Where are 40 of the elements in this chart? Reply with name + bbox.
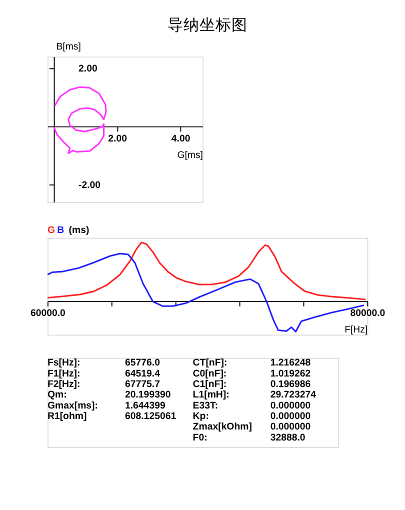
x-axis-title: F[Hz] [344,324,368,336]
text: R1[ohm] [47,410,87,422]
text: 0.000000 [270,422,311,433]
y-axis-title: B[ms] [56,41,81,52]
text: E33T: [192,400,218,412]
text: Qm: [47,390,67,401]
text: Kp: [192,410,209,422]
text: 32888.0 [270,432,306,444]
text: F1[Hz]: [47,368,80,380]
text: F0: [192,432,208,444]
text: 0.196986 [270,378,312,390]
text: C1[nF]: [192,378,227,390]
text: 29.723274 [270,390,317,401]
text: 0.000000 [270,410,311,422]
text: Fs[Hz]: [47,358,80,369]
text: F2[Hz]: [47,378,80,390]
text: L1[mH]: [192,390,230,401]
y-tick-label: -2.00 [78,180,101,191]
text: 64519.4 [124,368,161,380]
text: C0[nF]: [192,368,227,380]
text: Zmax[kOhm] [192,422,252,433]
text: 20.199390 [124,390,171,401]
text: 67775.7 [124,378,160,390]
y-axis-title: (ms) [68,224,90,236]
text: CT[nF]: [192,358,228,369]
text: G [47,224,56,236]
text: 1.644399 [124,400,166,412]
x-tick-label: 80000.0 [350,308,386,320]
text: 608.125061 [124,410,177,422]
text: 0.000000 [270,400,311,412]
line-series [53,86,107,154]
x-tick-label: 4.00 [171,133,190,144]
text: 1.216248 [270,358,312,369]
x-axis-title: G[ms] [177,150,203,161]
text: 1.019262 [270,368,311,380]
chart-title: 导纳坐标图 [167,16,248,34]
text: Gmax[ms]: [47,400,98,412]
x-tick-label: 60000.0 [30,308,66,320]
text: 65776.0 [124,358,160,369]
text: B [57,224,64,236]
